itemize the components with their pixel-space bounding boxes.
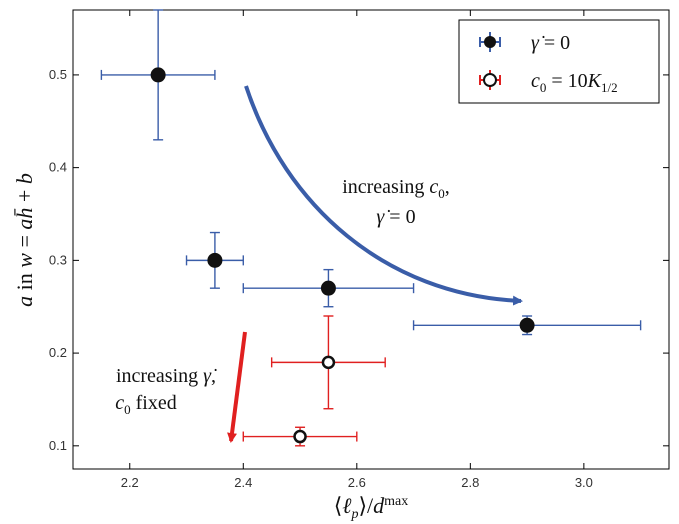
x-tick-label: 2.8 bbox=[461, 475, 479, 490]
data-point bbox=[185, 231, 244, 289]
x-axis-label: ⟨ℓp⟩/dmax bbox=[334, 493, 409, 522]
data-point bbox=[270, 315, 386, 410]
increasing-gamma-arrow bbox=[227, 331, 247, 443]
data-point bbox=[242, 268, 415, 308]
legend-c0-label: c0 = 10K1/2 bbox=[531, 70, 618, 95]
point-marker bbox=[150, 67, 166, 83]
data-series bbox=[100, 9, 642, 447]
data-point bbox=[242, 426, 358, 447]
legend-red-marker bbox=[479, 70, 501, 90]
y-axis-ticks: 0.1 0.2 0.3 0.4 0.5 bbox=[49, 67, 669, 453]
legend-blue-marker bbox=[479, 32, 501, 52]
point-marker bbox=[293, 429, 307, 444]
point-marker bbox=[207, 252, 223, 268]
point-marker bbox=[321, 355, 336, 370]
y-tick-label: 0.4 bbox=[49, 160, 67, 175]
y-axis-label: a in w = ah̄ + b bbox=[12, 173, 37, 307]
gamma-dot-zero-label: γ̇ = 0 bbox=[376, 206, 415, 228]
y-tick-label: 0.5 bbox=[49, 67, 67, 82]
increasing-c0-arrow bbox=[244, 85, 523, 306]
series-2 bbox=[242, 315, 386, 447]
legend-box bbox=[458, 19, 660, 104]
x-tick-label: 2.2 bbox=[121, 475, 139, 490]
increasing-c0-label: increasing c0, bbox=[342, 176, 450, 201]
data-point bbox=[412, 315, 642, 336]
c0-fixed-label: c0 fixed bbox=[115, 392, 176, 417]
legend-gamma-label: γ̇ = 0 bbox=[531, 32, 570, 54]
point-marker bbox=[320, 280, 336, 296]
legend: γ̇ = 0 c0 = 10K1/2 bbox=[458, 19, 660, 104]
data-point bbox=[100, 9, 216, 141]
point-marker bbox=[519, 317, 535, 333]
x-tick-label: 2.6 bbox=[348, 475, 366, 490]
increasing-gamma-label: increasing γ̇, bbox=[116, 365, 217, 387]
x-axis-ticks: 2.2 2.4 2.6 2.8 3.0 bbox=[121, 10, 593, 490]
y-tick-label: 0.3 bbox=[49, 252, 67, 267]
y-tick-label: 0.2 bbox=[49, 345, 67, 360]
plot-frame bbox=[72, 9, 670, 470]
x-tick-label: 3.0 bbox=[575, 475, 593, 490]
y-tick-label: 0.1 bbox=[49, 438, 67, 453]
x-tick-label: 2.4 bbox=[234, 475, 252, 490]
series-1 bbox=[100, 9, 642, 336]
